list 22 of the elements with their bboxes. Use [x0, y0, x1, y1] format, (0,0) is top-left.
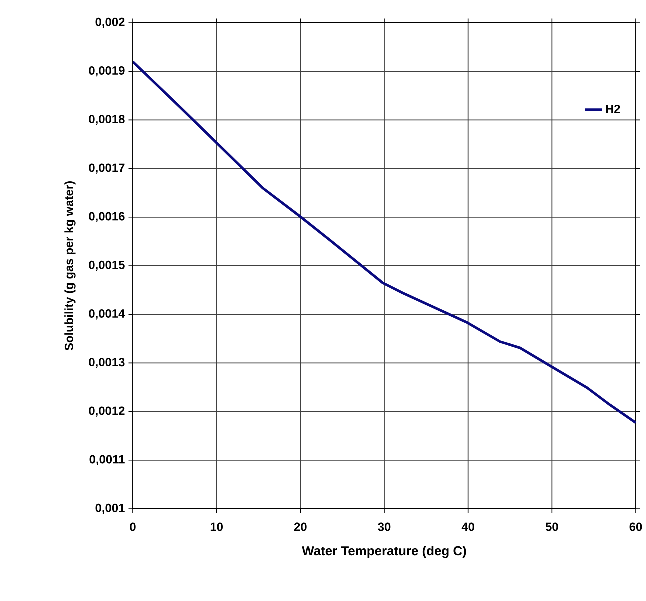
legend-label: H2 — [606, 104, 620, 114]
y-tick-label: 0,0018 — [89, 115, 125, 126]
y-tick-label: 0,002 — [96, 18, 125, 28]
y-tick-label: 0,0017 — [89, 164, 125, 174]
y-tick-label: 0,0015 — [89, 260, 125, 272]
y-tick-label: 0,0014 — [89, 310, 126, 320]
y-tick-label: 0,0012 — [89, 406, 125, 417]
y-tick-label: 0,0016 — [89, 212, 125, 222]
x-tick-label: 40 — [462, 522, 474, 532]
x-tick-label: 0 — [130, 522, 136, 532]
y-axis-title: Solubility (g gas per kg water) — [64, 182, 76, 351]
y-tick-label: 0,0019 — [89, 66, 125, 77]
x-tick-label: 20 — [294, 522, 307, 532]
x-tick-label: 30 — [378, 522, 391, 532]
x-tick-label: 10 — [210, 522, 223, 532]
x-tick-label: 50 — [546, 522, 558, 532]
y-tick-label: 0,0011 — [90, 455, 125, 466]
line-series — [133, 60, 636, 424]
y-tick-label: 0,0013 — [89, 358, 125, 368]
x-tick-label: 60 — [630, 522, 642, 532]
x-axis-title: Water Temperature (deg C) — [302, 546, 466, 558]
y-tick-label: 0,001 — [96, 504, 125, 514]
